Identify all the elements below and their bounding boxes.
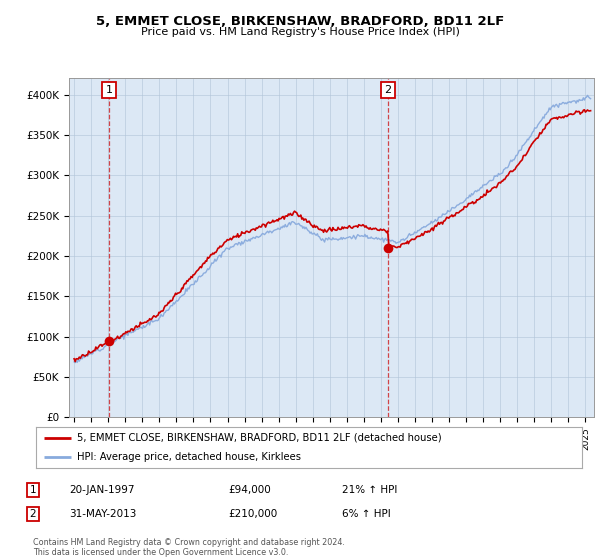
Text: £210,000: £210,000 — [228, 509, 277, 519]
Text: HPI: Average price, detached house, Kirklees: HPI: Average price, detached house, Kirk… — [77, 452, 301, 462]
Text: 6% ↑ HPI: 6% ↑ HPI — [342, 509, 391, 519]
Text: 31-MAY-2013: 31-MAY-2013 — [69, 509, 136, 519]
Text: 5, EMMET CLOSE, BIRKENSHAW, BRADFORD, BD11 2LF: 5, EMMET CLOSE, BIRKENSHAW, BRADFORD, BD… — [96, 15, 504, 28]
Text: 21% ↑ HPI: 21% ↑ HPI — [342, 485, 397, 495]
Text: 2: 2 — [385, 85, 392, 95]
Text: Contains HM Land Registry data © Crown copyright and database right 2024.
This d: Contains HM Land Registry data © Crown c… — [33, 538, 345, 557]
Text: 1: 1 — [106, 85, 113, 95]
Text: Price paid vs. HM Land Registry's House Price Index (HPI): Price paid vs. HM Land Registry's House … — [140, 27, 460, 37]
Text: 5, EMMET CLOSE, BIRKENSHAW, BRADFORD, BD11 2LF (detached house): 5, EMMET CLOSE, BIRKENSHAW, BRADFORD, BD… — [77, 433, 442, 443]
Text: 2: 2 — [29, 509, 37, 519]
Text: £94,000: £94,000 — [228, 485, 271, 495]
Text: 1: 1 — [29, 485, 37, 495]
Text: 20-JAN-1997: 20-JAN-1997 — [69, 485, 134, 495]
